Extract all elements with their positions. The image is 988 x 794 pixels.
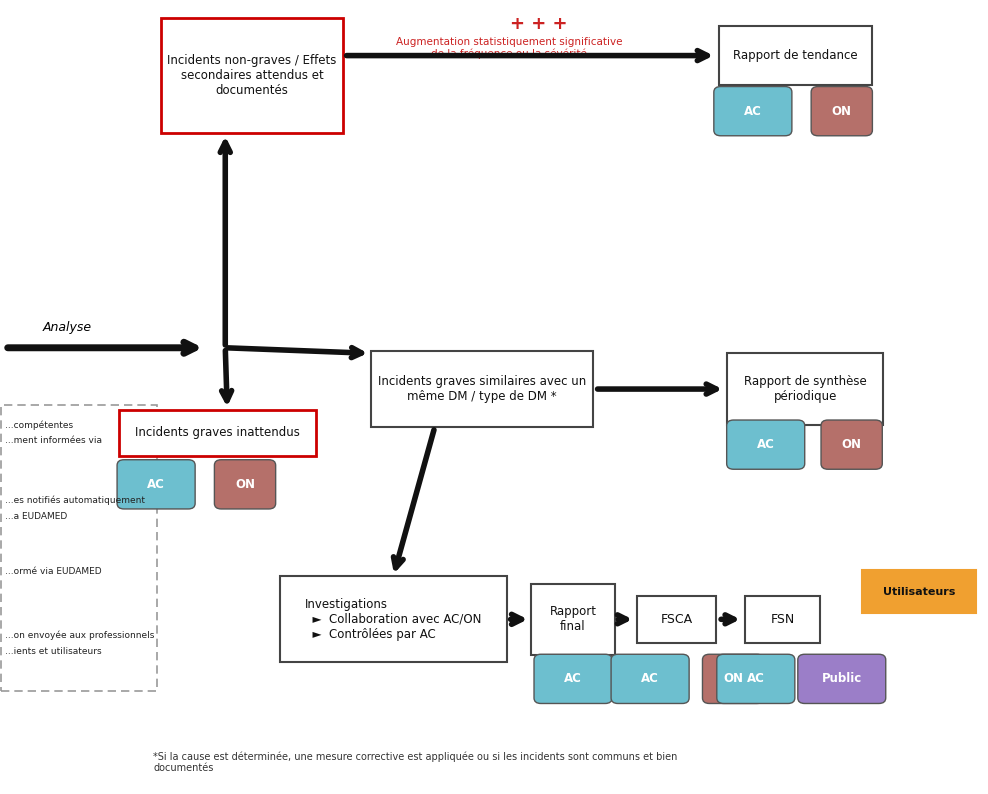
FancyBboxPatch shape (727, 353, 883, 425)
FancyBboxPatch shape (702, 654, 764, 703)
Text: Rapport de synthèse
périodique: Rapport de synthèse périodique (744, 375, 866, 403)
FancyBboxPatch shape (716, 654, 794, 703)
Text: Incidents graves similaires avec un
même DM / type de DM *: Incidents graves similaires avec un même… (378, 375, 586, 403)
Text: ON: ON (235, 478, 255, 491)
Text: *Si la cause est déterminée, une mesure corrective est appliquée ou si les incid: *Si la cause est déterminée, une mesure … (153, 751, 678, 773)
Text: Incidents graves inattendus: Incidents graves inattendus (135, 426, 299, 439)
Text: AC: AC (564, 673, 582, 685)
FancyBboxPatch shape (117, 460, 195, 509)
FancyBboxPatch shape (119, 410, 316, 456)
FancyBboxPatch shape (797, 654, 885, 703)
FancyBboxPatch shape (1, 405, 157, 691)
Text: Rapport de tendance: Rapport de tendance (733, 49, 858, 62)
Text: FSCA: FSCA (661, 613, 693, 626)
Text: Augmentation statistiquement significative
de la fréquence ou la sévérité: Augmentation statistiquement significati… (395, 37, 622, 59)
Text: AC: AC (757, 438, 775, 451)
FancyBboxPatch shape (726, 420, 804, 469)
Text: ...ients et utilisateurs: ...ients et utilisateurs (5, 646, 102, 656)
Text: ON: ON (842, 438, 862, 451)
Text: ...ment informées via: ...ment informées via (5, 436, 102, 445)
Text: FSN: FSN (771, 613, 794, 626)
FancyBboxPatch shape (534, 654, 612, 703)
FancyBboxPatch shape (811, 87, 872, 136)
FancyBboxPatch shape (214, 460, 276, 509)
Text: Utilisateurs: Utilisateurs (882, 587, 955, 596)
Text: ...a EUDAMED: ...a EUDAMED (5, 511, 67, 521)
FancyBboxPatch shape (713, 87, 791, 136)
FancyBboxPatch shape (862, 570, 976, 613)
FancyBboxPatch shape (370, 351, 593, 427)
Text: ...compétentes: ...compétentes (5, 420, 73, 430)
FancyBboxPatch shape (280, 576, 507, 662)
Text: ...on envoyée aux professionnels: ...on envoyée aux professionnels (5, 630, 154, 640)
Text: Public: Public (822, 673, 862, 685)
Text: ...ormé via EUDAMED: ...ormé via EUDAMED (5, 567, 102, 576)
Text: Investigations
  ►  Collaboration avec AC/ON
  ►  Contrôlées par AC: Investigations ► Collaboration avec AC/O… (305, 598, 481, 641)
Text: Incidents non-graves / Effets
secondaires attendus et
documentés: Incidents non-graves / Effets secondaire… (167, 54, 337, 97)
Text: AC: AC (641, 673, 659, 685)
Text: AC: AC (747, 673, 765, 685)
FancyBboxPatch shape (745, 596, 820, 643)
FancyBboxPatch shape (160, 18, 344, 133)
Text: Analyse: Analyse (42, 322, 92, 334)
FancyBboxPatch shape (532, 584, 615, 655)
Text: ON: ON (723, 673, 743, 685)
FancyBboxPatch shape (611, 654, 690, 703)
FancyBboxPatch shape (637, 596, 716, 643)
Text: AC: AC (744, 105, 762, 118)
Text: + + +: + + + (510, 15, 567, 33)
FancyBboxPatch shape (718, 25, 872, 85)
Text: ON: ON (832, 105, 852, 118)
Text: ...es notifiés automatiquement: ...es notifiés automatiquement (5, 495, 145, 505)
FancyBboxPatch shape (821, 420, 882, 469)
Text: AC: AC (147, 478, 165, 491)
Text: Rapport
final: Rapport final (549, 605, 597, 634)
